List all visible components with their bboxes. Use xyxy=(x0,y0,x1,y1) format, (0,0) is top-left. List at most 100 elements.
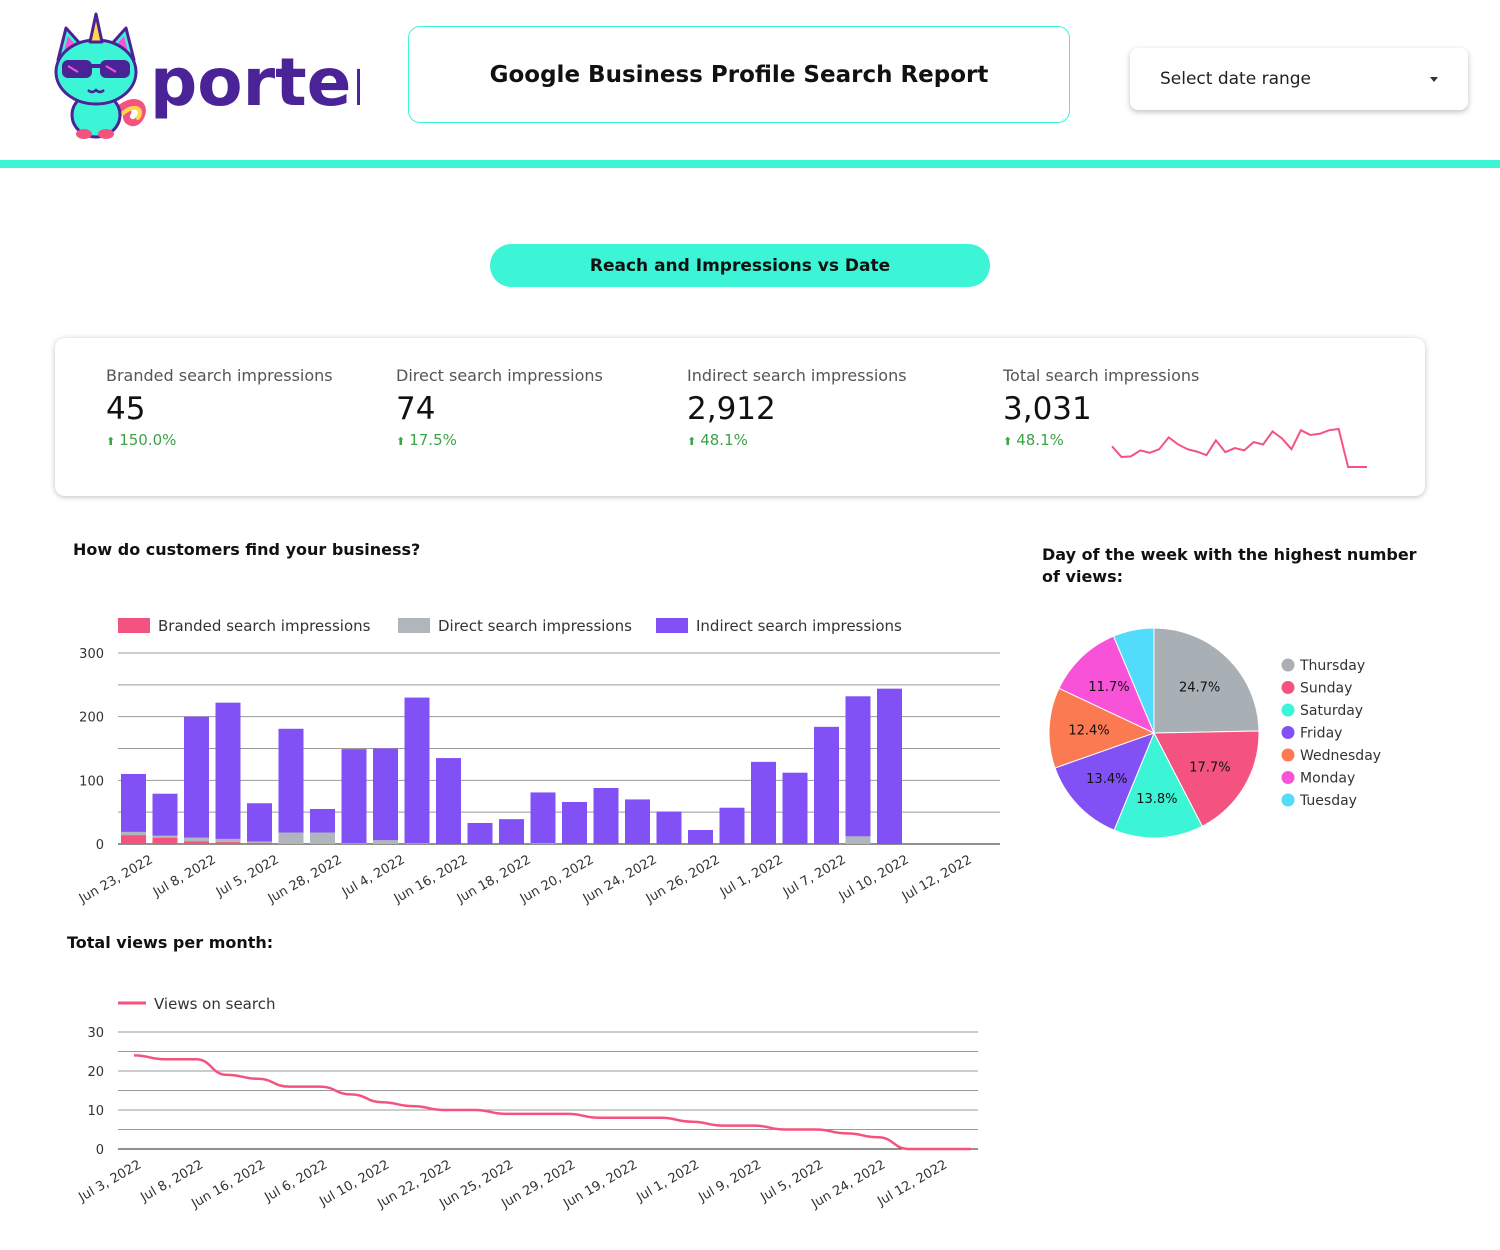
x-tick-label: Jun 23, 2022 xyxy=(76,852,156,907)
bar-segment xyxy=(215,838,241,843)
kpi-label: Total search impressions xyxy=(1003,366,1200,385)
bar-segment xyxy=(247,842,272,844)
bar-segment xyxy=(404,697,430,844)
pie-slice-label: 11.7% xyxy=(1088,680,1129,695)
bar-segment xyxy=(341,749,367,844)
legend-label: Wednesday xyxy=(1300,748,1381,764)
pie-slice xyxy=(1112,627,1155,734)
bar-segment xyxy=(782,772,808,844)
pie-slice xyxy=(1054,732,1155,831)
y-tick-label: 0 xyxy=(96,1143,104,1158)
bar-segment xyxy=(310,808,335,833)
bar-segment xyxy=(341,843,367,844)
report-title: Google Business Profile Search Report xyxy=(489,61,989,88)
legend-dot xyxy=(1281,681,1295,694)
kpi-delta-value: 150.0% xyxy=(119,431,177,449)
y-tick-label: 200 xyxy=(79,711,104,726)
kpi-delta-value: 17.5% xyxy=(409,431,457,449)
arrow-up-icon: ⬆ xyxy=(106,435,116,448)
date-range-dropdown[interactable]: Select date range xyxy=(1130,48,1468,110)
section-header-label: Reach and Impressions vs Date xyxy=(589,255,891,276)
pie-slice xyxy=(1058,635,1155,735)
bar-segment xyxy=(247,803,272,842)
pie-slice xyxy=(1048,687,1156,769)
bar-segment xyxy=(184,837,209,842)
pie-slice-label: 13.4% xyxy=(1086,772,1127,787)
bar-segment xyxy=(184,716,209,838)
kpi-indirect: Indirect search impressions 2,912 ⬆ 48.1% xyxy=(687,366,907,449)
kpi-value: 3,031 xyxy=(1003,391,1092,427)
legend-swatch xyxy=(118,618,150,633)
bar-segment xyxy=(121,835,146,844)
bar-segment xyxy=(152,837,178,844)
legend-dot xyxy=(1281,748,1295,762)
brand-wordmark: porter xyxy=(150,44,360,121)
total-impressions-sparkline xyxy=(1111,427,1367,469)
bar-segment xyxy=(814,726,839,844)
x-tick-label: Jul 1, 2022 xyxy=(633,1157,702,1205)
kpi-direct: Direct search impressions 74 ⬆ 17.5% xyxy=(396,366,603,449)
kpi-delta: ⬆ 48.1% xyxy=(687,431,907,449)
legend-label: Sunday xyxy=(1300,681,1352,697)
bar-segment xyxy=(152,793,178,836)
kpi-branded: Branded search impressions 45 ⬆ 150.0% xyxy=(106,366,333,449)
bar-segment xyxy=(877,688,902,844)
bar-segment xyxy=(845,836,871,844)
bar-segment xyxy=(373,840,398,844)
pie-slice-label: 24.7% xyxy=(1179,681,1220,696)
bar-chart-title: How do customers find your business? xyxy=(73,540,421,559)
y-tick-label: 0 xyxy=(96,838,104,853)
kpi-label: Direct search impressions xyxy=(396,366,603,385)
pie-chart-title: Day of the week with the highest number … xyxy=(1042,545,1417,586)
bar-segment xyxy=(751,761,776,844)
y-tick-label: 30 xyxy=(87,1026,104,1041)
pie-slice-label: 13.8% xyxy=(1136,792,1177,807)
arrow-up-icon: ⬆ xyxy=(396,435,406,448)
legend-label: Branded search impressions xyxy=(158,617,371,635)
bar-segment xyxy=(688,829,713,844)
bar-segment xyxy=(373,748,398,841)
bar-segment xyxy=(625,799,650,844)
bar-segment xyxy=(278,832,304,844)
bar-segment xyxy=(499,819,524,844)
legend-dot xyxy=(1281,793,1295,807)
x-tick-label: Jul 12, 2022 xyxy=(899,852,975,904)
legend-swatch xyxy=(398,618,430,633)
arrow-up-icon: ⬆ xyxy=(687,435,697,448)
legend-label: Indirect search impressions xyxy=(696,617,902,635)
legend-label: Tuesday xyxy=(1299,793,1357,809)
unicorn-cat-icon: porter xyxy=(54,12,384,139)
kpi-delta-value: 48.1% xyxy=(700,431,748,449)
pie-slice xyxy=(1113,731,1203,839)
legend-label: Direct search impressions xyxy=(438,617,632,635)
x-tick-label: Jul 9, 2022 xyxy=(695,1157,764,1205)
legend-dot xyxy=(1281,771,1295,784)
kpi-value: 74 xyxy=(396,391,436,427)
date-range-label: Select date range xyxy=(1160,69,1312,89)
pie-slice xyxy=(1153,627,1260,734)
y-tick-label: 20 xyxy=(87,1065,104,1080)
kpi-label: Branded search impressions xyxy=(106,366,333,385)
legend-label: Saturday xyxy=(1300,703,1363,719)
section-header-pill: Reach and Impressions vs Date xyxy=(490,244,990,287)
kpi-label: Indirect search impressions xyxy=(687,366,907,385)
pie-slice-label: 17.7% xyxy=(1189,760,1230,775)
kpi-scorecard-panel: Branded search impressions 45 ⬆ 150.0% Di… xyxy=(55,338,1425,496)
bar-segment xyxy=(404,843,430,844)
bar-segment xyxy=(278,728,304,833)
x-tick-label: Jul 12, 2022 xyxy=(874,1157,950,1209)
bar-segment xyxy=(436,758,461,844)
porter-logo: porter xyxy=(40,10,384,145)
legend-label: Friday xyxy=(1300,726,1342,742)
kpi-delta: ⬆ 150.0% xyxy=(106,431,333,449)
legend-dot xyxy=(1281,658,1295,672)
y-tick-label: 10 xyxy=(87,1104,104,1119)
x-tick-label: Jul 10, 2022 xyxy=(836,852,912,904)
legend-dot xyxy=(1281,726,1295,739)
line-series xyxy=(133,1054,971,1151)
x-tick-label: Jul 8, 2022 xyxy=(150,852,219,900)
bar-segment xyxy=(310,832,335,844)
bar-segment xyxy=(530,843,556,844)
legend-label: Views on search xyxy=(154,995,275,1013)
bar-segment xyxy=(184,841,209,844)
